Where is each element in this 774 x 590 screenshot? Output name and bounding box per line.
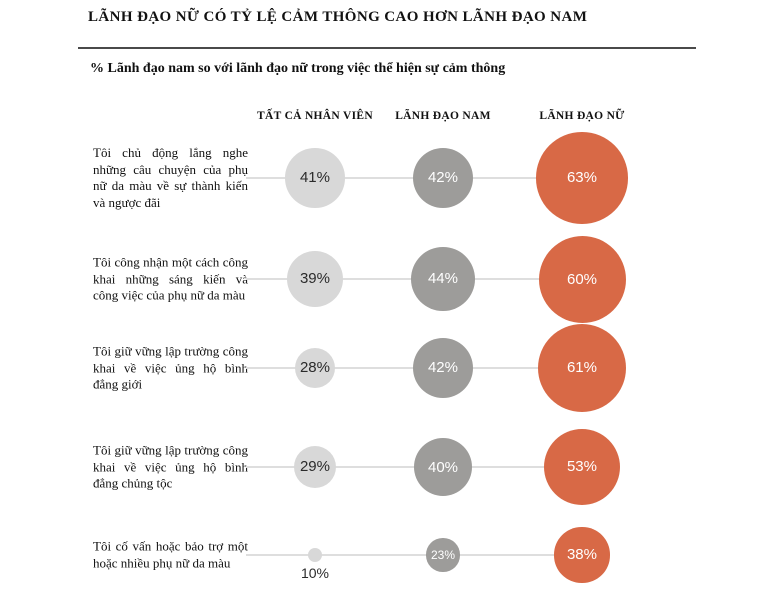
bubble-female-leaders-row4: 53%	[543, 428, 621, 506]
column-header-male-leaders: LÃNH ĐẠO NAM	[395, 110, 491, 122]
row-label-1: Tôi chủ động lắng nghe những câu chuyện …	[93, 145, 248, 210]
bubble-female-leaders-row1: 63%	[536, 132, 628, 224]
bubble-male-leaders-row1: 42%	[412, 147, 474, 209]
row-label-3: Tôi giữ vững lập trường công khai về việ…	[93, 343, 248, 392]
row-label-2: Tôi công nhận một cách công khai những s…	[93, 254, 248, 303]
row-label-4: Tôi giữ vững lập trường công khai về việ…	[93, 442, 248, 491]
bubble-female-leaders-row5: 38%	[554, 527, 610, 583]
connector-line	[246, 554, 582, 556]
bubble-female-leaders-row2: 60%	[538, 235, 626, 323]
bubble-male-leaders-row2: 44%	[411, 247, 475, 311]
bubble-all-employees-row3: 28%	[294, 347, 336, 389]
bubble-all-employees-row1: 41%	[285, 148, 345, 208]
column-header-all-employees: TẤT CẢ NHÂN VIÊN	[257, 110, 373, 122]
bubble-male-leaders-row4: 40%	[414, 438, 472, 496]
chart-title: LÃNH ĐẠO NỮ CÓ TỶ LỆ CẢM THÔNG CAO HƠN L…	[88, 9, 588, 25]
bubble-all-employees-row5	[307, 547, 323, 563]
bubble-all-employees-row4: 29%	[293, 445, 337, 489]
bubble-all-employees-row2: 39%	[286, 250, 344, 308]
chart-subtitle: % Lãnh đạo nam so với lãnh đạo nữ trong …	[90, 61, 506, 76]
bubble-male-leaders-row5: 23%	[426, 538, 460, 572]
bubble-female-leaders-row3: 61%	[537, 323, 627, 413]
bubble-value-label-all-employees-row5: 10%	[300, 565, 330, 582]
row-label-5: Tôi cố vấn hoặc bảo trợ một hoặc nhiều p…	[93, 538, 248, 571]
title-divider	[78, 47, 696, 49]
column-header-female-leaders: LÃNH ĐẠO NỮ	[539, 110, 625, 122]
bubble-male-leaders-row3: 42%	[412, 337, 474, 399]
